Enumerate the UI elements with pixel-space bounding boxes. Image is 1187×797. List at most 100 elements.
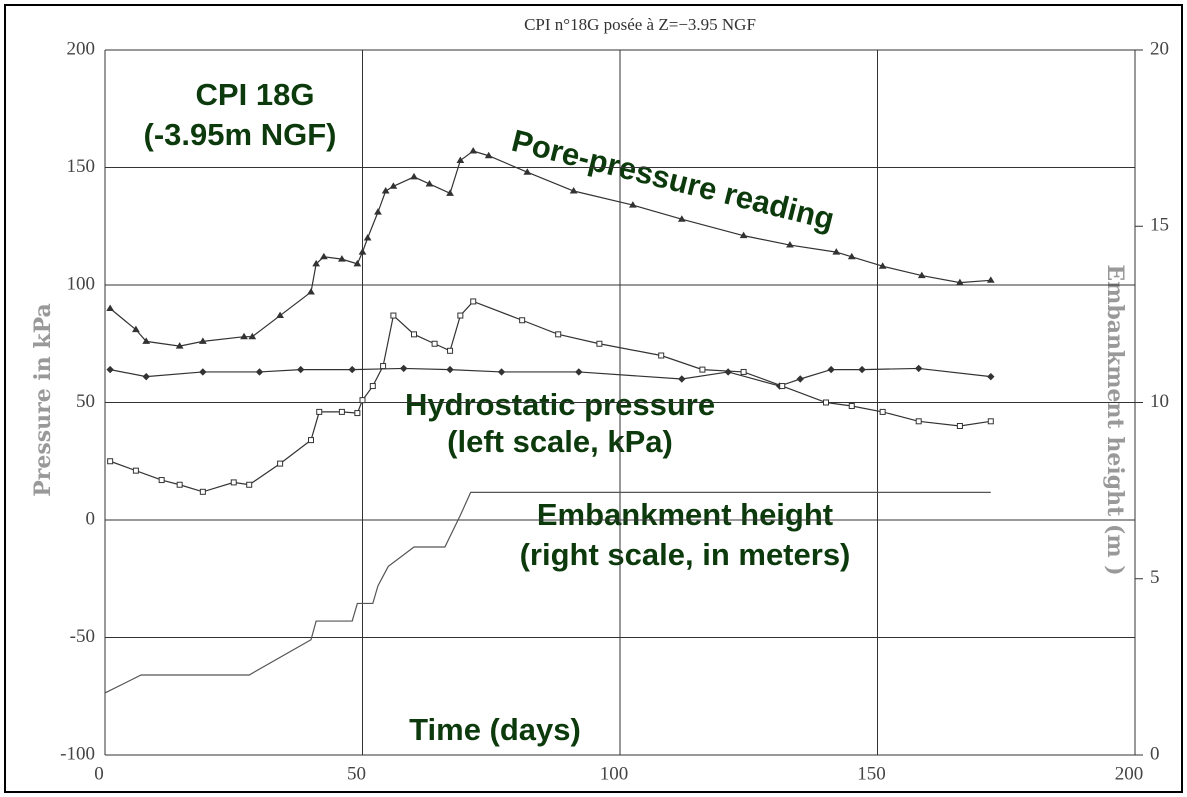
series-line — [109, 300, 991, 493]
chart-title: CPI n°18G posée à Z=−3.95 NGF — [524, 15, 756, 34]
marker — [879, 408, 886, 415]
marker — [425, 179, 434, 187]
marker — [847, 252, 856, 260]
marker — [369, 383, 376, 390]
marker — [823, 399, 829, 406]
annotation: (left scale, kPa) — [447, 424, 673, 459]
marker — [199, 368, 207, 376]
marker — [348, 365, 356, 374]
marker — [316, 408, 323, 415]
series-line — [104, 491, 991, 694]
marker — [389, 182, 398, 189]
marker — [132, 325, 140, 333]
marker — [628, 201, 637, 208]
x-tick-label: 200 — [1115, 763, 1144, 784]
marker — [740, 368, 747, 375]
annotation: (-3.95m NGF) — [144, 117, 337, 152]
marker — [142, 372, 150, 381]
marker — [199, 488, 206, 495]
marker — [319, 252, 328, 260]
marker — [132, 467, 139, 474]
marker — [446, 365, 454, 374]
marker — [296, 365, 305, 374]
marker — [484, 151, 493, 159]
marker — [786, 241, 794, 248]
marker — [374, 208, 382, 215]
marker — [411, 331, 417, 338]
marker — [107, 458, 114, 465]
marker — [380, 363, 387, 370]
y-tick-label: -100 — [60, 743, 95, 764]
series-line — [109, 150, 991, 347]
marker — [446, 189, 454, 196]
marker — [956, 423, 963, 429]
x-tick-label: 100 — [600, 763, 629, 784]
marker — [456, 156, 465, 163]
y-tick-label: -50 — [70, 626, 95, 647]
marker — [358, 248, 367, 255]
marker — [457, 312, 464, 319]
marker — [338, 408, 345, 415]
marker — [470, 298, 477, 305]
marker — [230, 479, 237, 486]
marker — [555, 331, 562, 338]
x-tick-label: 150 — [857, 763, 886, 784]
marker — [739, 231, 748, 239]
x-tick-label: 0 — [94, 763, 104, 784]
marker — [596, 340, 603, 347]
marker — [353, 259, 362, 267]
marker — [354, 410, 361, 417]
marker — [986, 276, 995, 283]
marker — [699, 366, 706, 373]
marker — [255, 368, 264, 376]
series-line — [110, 367, 991, 387]
marker — [678, 375, 686, 383]
marker — [914, 364, 923, 373]
annotation: Embankment height — [537, 497, 833, 532]
frame — [4, 4, 1183, 793]
marker — [878, 262, 887, 269]
y-tick-label: 50 — [76, 391, 95, 412]
annotation: Pore-pressure reading — [508, 123, 837, 237]
marker — [106, 304, 115, 311]
marker — [312, 259, 321, 267]
marker — [523, 168, 532, 175]
marker — [987, 418, 994, 425]
marker — [106, 365, 114, 374]
marker — [796, 375, 804, 383]
marker — [308, 437, 314, 444]
marker — [240, 332, 248, 340]
marker — [359, 397, 366, 404]
marker — [569, 187, 578, 194]
y2-tick-label: 10 — [1150, 391, 1169, 412]
y-tick-label: 100 — [67, 273, 96, 294]
y2-tick-label: 15 — [1150, 215, 1169, 236]
marker — [158, 477, 165, 484]
marker — [724, 368, 732, 376]
y-axis-label: Pressure in kPa — [30, 303, 56, 497]
marker — [447, 347, 454, 354]
marker — [175, 342, 184, 349]
y2-tick-label: 5 — [1150, 567, 1160, 588]
marker — [827, 365, 835, 374]
marker — [519, 317, 526, 324]
marker — [246, 481, 253, 488]
marker — [575, 368, 583, 376]
marker — [848, 403, 855, 410]
y-tick-label: 0 — [86, 508, 96, 529]
annotation: CPI 18G — [196, 77, 315, 112]
marker — [956, 278, 964, 286]
marker — [497, 368, 506, 376]
marker — [142, 337, 151, 344]
marker — [277, 460, 284, 467]
marker — [915, 418, 922, 425]
marker — [276, 311, 284, 319]
marker — [248, 332, 257, 340]
marker — [917, 271, 926, 279]
marker — [399, 364, 408, 373]
y-tick-label: 200 — [67, 38, 96, 59]
y2-tick-label: 20 — [1150, 38, 1169, 59]
annotation: (right scale, in meters) — [520, 537, 851, 572]
marker — [198, 337, 207, 344]
